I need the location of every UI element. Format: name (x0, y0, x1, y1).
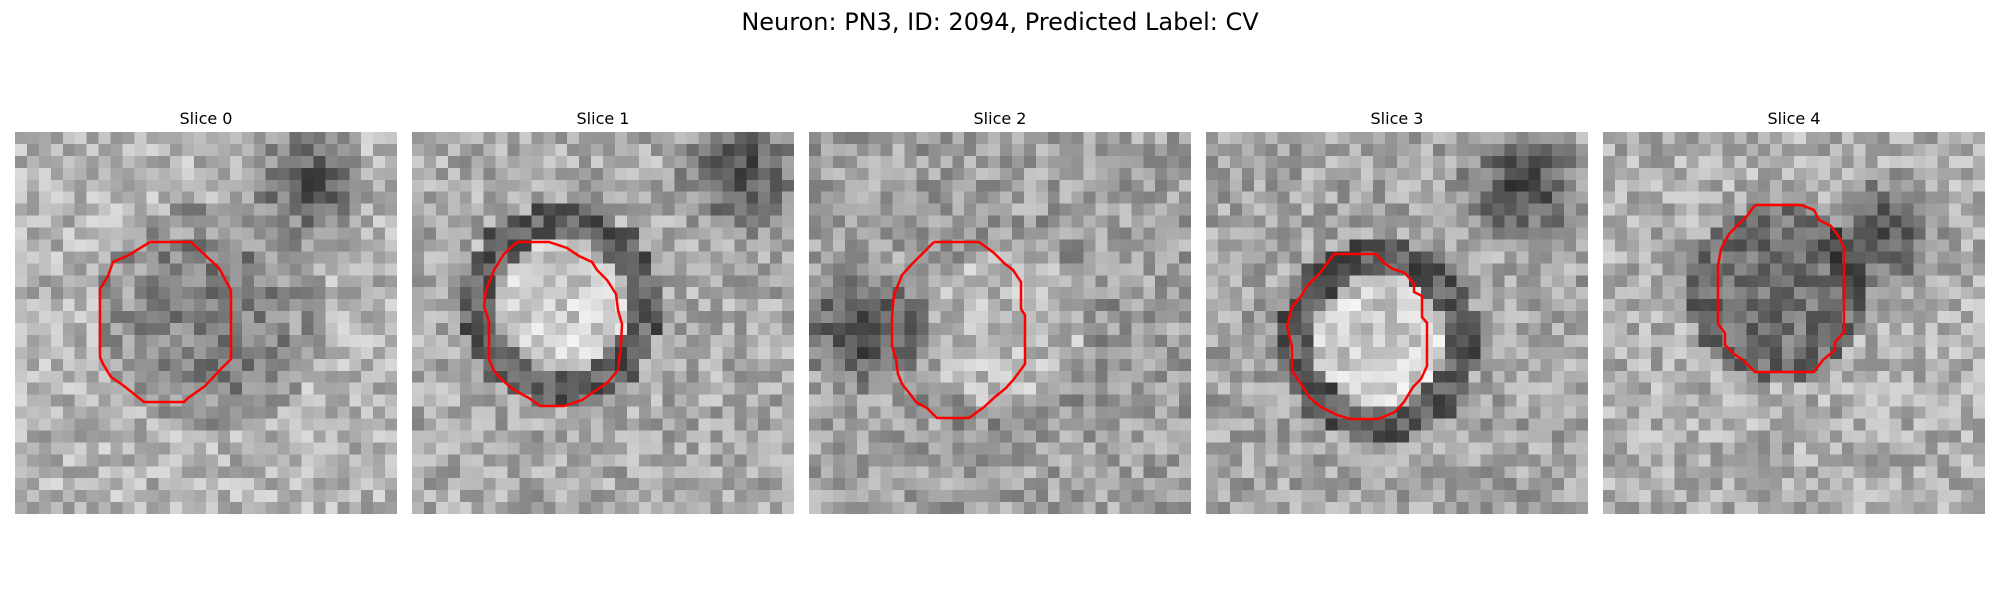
segmentation-contour (1716, 203, 1846, 374)
segmentation-contour (890, 240, 1027, 420)
segmentation-contour (1285, 252, 1429, 421)
grayscale-patch (1206, 132, 1588, 514)
slice-panel-3: Slice 3 (1206, 108, 1588, 514)
grayscale-patch (1603, 132, 1985, 514)
slice-image (15, 132, 397, 514)
slice-panel-1: Slice 1 (412, 108, 794, 514)
figure-title: Neuron: PN3, ID: 2094, Predicted Label: … (741, 8, 1259, 36)
slice-panel-2: Slice 2 (809, 108, 1191, 514)
slice-image (1206, 132, 1588, 514)
grayscale-patch (412, 132, 794, 514)
slice-image (809, 132, 1191, 514)
segmentation-contour (98, 240, 233, 404)
slice-image (1603, 132, 1985, 514)
slice-title: Slice 3 (1370, 109, 1424, 128)
grayscale-patch (15, 132, 397, 514)
slice-panel-4: Slice 4 (1603, 108, 1985, 514)
slice-title: Slice 4 (1767, 109, 1821, 128)
grayscale-patch (809, 132, 1191, 514)
slice-panel-0: Slice 0 (15, 108, 397, 514)
segmentation-contour (482, 240, 624, 408)
slice-title: Slice 1 (576, 109, 630, 128)
slice-title: Slice 2 (973, 109, 1027, 128)
slice-image (412, 132, 794, 514)
slice-title: Slice 0 (179, 109, 233, 128)
